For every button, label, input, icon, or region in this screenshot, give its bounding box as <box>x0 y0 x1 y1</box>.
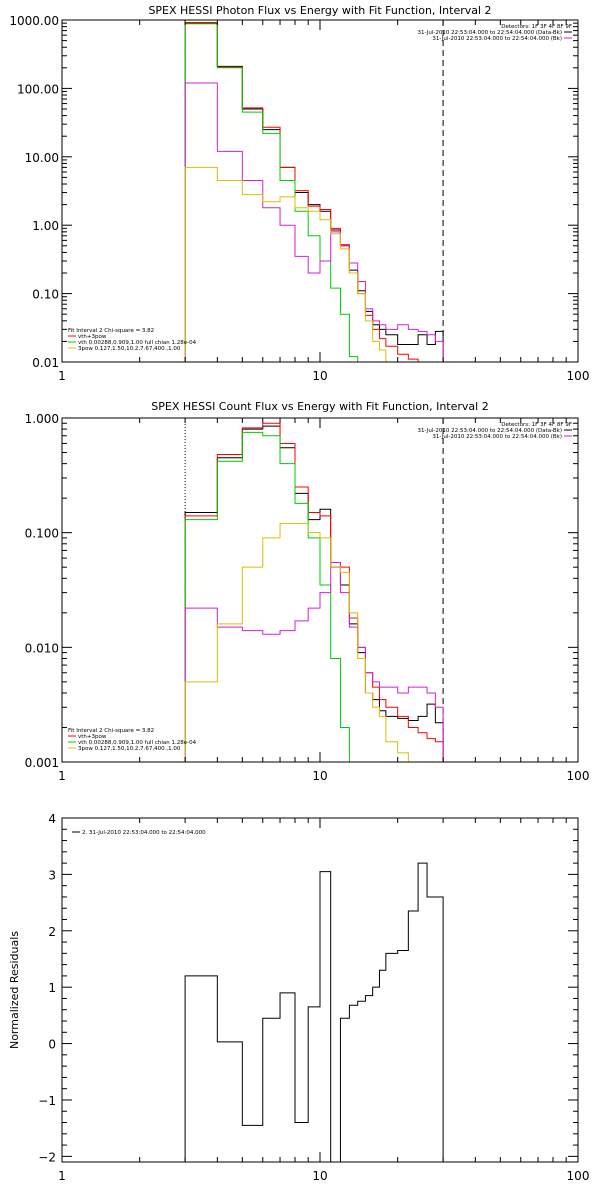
y-tick-label: 10.00 <box>25 151 59 165</box>
y-tick-label: 1.00 <box>32 219 59 233</box>
legend-entry: Detectors: 1F 3F 4F 8F 9F <box>501 24 572 30</box>
chart-panel-1: SPEX HESSI Photon Flux vs Energy with Fi… <box>9 4 589 383</box>
legend-entry: 3pow 0.127,1.50,10.2,7.67,400.,1.00 <box>78 346 181 352</box>
series-line-1 <box>184 22 444 362</box>
y-tick-label: 0.10 <box>32 288 59 302</box>
series-line-2 <box>184 422 444 762</box>
series-line-2 <box>184 21 444 362</box>
y-tick-label: −2 <box>38 1150 56 1164</box>
y-tick-label: 0.010 <box>25 641 59 655</box>
series-line-3 <box>184 23 359 362</box>
y-tick-label: −1 <box>38 1094 56 1108</box>
legend-entry: Fit Interval 2 Chi-square = 3.82 <box>68 728 154 734</box>
x-tick-label: 100 <box>567 369 590 383</box>
y-axis-label: Normalized Residuals <box>8 931 21 1049</box>
x-tick-label: 1 <box>58 369 66 383</box>
data-group <box>184 862 444 1162</box>
plot-frame <box>61 417 579 763</box>
series-line-4 <box>184 82 444 362</box>
legend-entry: 2. 31-Jul-2010 22:53:04.000 to 22:54:04.… <box>82 830 206 836</box>
series-line-1 <box>184 862 444 1162</box>
legend-entry: Detectors: 1F 3F 4F 8F 9F <box>501 422 572 428</box>
y-tick-label: 1.000 <box>25 412 59 426</box>
legend-entry: vth 0.00288,0.909,1.00 full chian 1.28e-… <box>78 740 197 746</box>
y-tick-label: 100.00 <box>17 82 59 96</box>
y-tick-label: 0.100 <box>25 527 59 541</box>
x-tick-label: 10 <box>312 1169 327 1183</box>
y-tick-label: 4 <box>48 812 56 826</box>
series-line-5 <box>184 523 409 762</box>
legend-entry: 31-Jul-2010 22:53:04.000 to 22:54:04.000… <box>418 428 563 434</box>
y-tick-label: 3 <box>48 868 56 882</box>
legend-entry: 3pow 0.127,1.50,10.2,7.67,400.,1.00 <box>78 746 181 752</box>
series-line-1 <box>184 425 444 762</box>
legend-entry: vth+3pow <box>78 734 107 740</box>
data-group <box>184 20 444 362</box>
legend-entry: vth 0.00288,0.909,1.00 full chian 1.28e-… <box>78 340 197 346</box>
y-tick-label: 0.01 <box>32 356 59 370</box>
x-tick-label: 100 <box>567 1169 590 1183</box>
data-group <box>184 418 444 762</box>
legend-entry: vth+3pow <box>78 334 107 340</box>
legend-entry: Fit Interval 2 Chi-square = 3.82 <box>68 328 154 334</box>
x-tick-label: 100 <box>567 769 590 783</box>
x-tick-label: 1 <box>58 769 66 783</box>
x-tick-label: 10 <box>312 769 327 783</box>
x-tick-label: 1 <box>58 1169 66 1183</box>
series-line-3 <box>184 431 350 762</box>
chart-panel-2: SPEX HESSI Count Flux vs Energy with Fit… <box>25 400 590 783</box>
y-tick-label: 0 <box>48 1038 56 1052</box>
x-tick-label: 10 <box>312 369 327 383</box>
legend-entry: 31-Jul-2010 22:53:04.000 to 22:54:04.000… <box>418 30 563 36</box>
legend-entry: 31-Jul-2010 22:53:04.000 to 22:54:04.000… <box>432 36 562 42</box>
series-line-5 <box>184 166 399 362</box>
chart-title: SPEX HESSI Count Flux vs Energy with Fit… <box>151 400 488 413</box>
y-tick-label: 0.001 <box>25 756 59 770</box>
legend-entry: 31-Jul-2010 22:53:04.000 to 22:54:04.000… <box>432 434 562 440</box>
series-line-4 <box>184 561 444 762</box>
plot-frame <box>61 19 579 363</box>
y-tick-label: 2 <box>48 925 56 939</box>
y-tick-label: 1 <box>48 981 56 995</box>
y-tick-label: 1000.00 <box>9 14 59 28</box>
chart-title: SPEX HESSI Photon Flux vs Energy with Fi… <box>148 4 491 17</box>
